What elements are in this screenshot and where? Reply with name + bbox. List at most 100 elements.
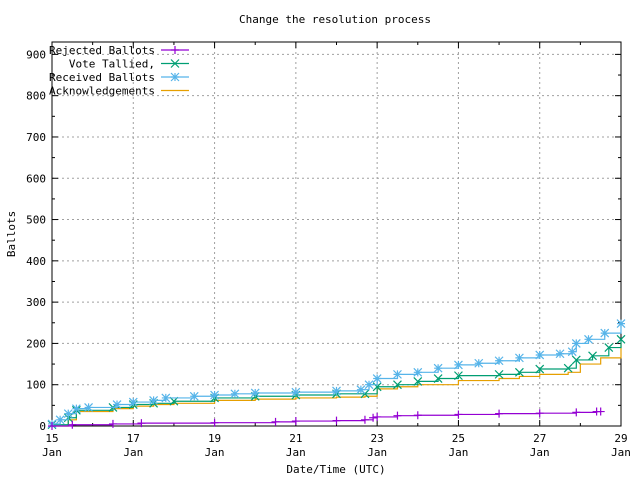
- grid: [52, 42, 621, 426]
- x-tick-label-day: 23: [371, 432, 384, 445]
- series-rejected-ballots: [48, 407, 605, 430]
- legend-label: Rejected Ballots: [49, 44, 155, 57]
- x-tick-label-day: 17: [127, 432, 140, 445]
- plus-marker: [48, 422, 56, 430]
- legend-label: Acknowledgements: [49, 85, 155, 98]
- legend-label: Vote Tallied,: [69, 58, 155, 71]
- plus-marker: [108, 419, 117, 428]
- star-marker: [356, 385, 366, 395]
- y-tick-label: 200: [26, 337, 46, 350]
- star-marker: [454, 360, 463, 370]
- x-tick-label-day: 15: [45, 432, 58, 445]
- x-tick-label-day: 25: [452, 432, 465, 445]
- x-tick-label-month: Jan: [123, 446, 143, 459]
- plus-marker: [369, 413, 378, 422]
- cross-marker: [571, 355, 581, 365]
- series-received-ballots: [47, 319, 626, 429]
- star-marker: [84, 402, 94, 412]
- plot-border: [51, 41, 622, 427]
- plus-marker: [393, 411, 402, 420]
- star-marker: [433, 363, 443, 373]
- cross-marker: [170, 59, 180, 68]
- axes: 010020030040050060070080090015Jan17Jan19…: [26, 41, 631, 459]
- series-vote-tallied: [47, 334, 626, 430]
- x-tick-label-month: Jan: [530, 446, 550, 459]
- plus-marker: [210, 418, 219, 427]
- star-marker: [189, 391, 199, 401]
- star-marker: [555, 349, 565, 359]
- plus-marker: [535, 409, 544, 418]
- star-marker: [71, 404, 81, 414]
- cross-marker: [616, 334, 626, 344]
- star-marker: [494, 356, 504, 366]
- star-marker: [413, 367, 423, 377]
- plus-marker: [137, 419, 146, 428]
- cross-marker: [563, 363, 573, 373]
- legend-label: Received Ballots: [49, 71, 155, 84]
- plus-marker: [291, 417, 300, 426]
- star-marker: [600, 328, 610, 338]
- star-marker: [474, 358, 484, 368]
- y-tick-label: 500: [26, 214, 46, 227]
- star-marker: [291, 387, 301, 397]
- y-axis-label: Ballots: [5, 211, 18, 257]
- star-marker: [161, 393, 171, 403]
- star-marker: [364, 380, 374, 390]
- x-tick-label-day: 21: [289, 432, 302, 445]
- x-tick-label-month: Jan: [286, 446, 306, 459]
- y-tick-label: 300: [26, 296, 46, 309]
- star-marker: [112, 400, 122, 409]
- series-line: [52, 410, 601, 427]
- x-tick-label-day: 27: [533, 432, 546, 445]
- star-marker: [55, 415, 65, 425]
- x-tick-label-month: Jan: [42, 446, 62, 459]
- plus-marker: [495, 409, 504, 418]
- cross-marker: [169, 396, 179, 406]
- plus-marker: [360, 415, 369, 424]
- cross-marker: [393, 380, 402, 390]
- series-group: [47, 319, 626, 430]
- plus-marker: [332, 416, 341, 425]
- plus-marker: [68, 420, 77, 429]
- plus-marker: [596, 407, 605, 416]
- x-axis-label: Date/Time (UTC): [286, 463, 385, 476]
- cross-marker: [454, 371, 463, 381]
- y-tick-label: 800: [26, 90, 46, 103]
- cross-marker: [494, 369, 504, 379]
- star-marker: [393, 369, 402, 379]
- star-marker: [210, 390, 219, 400]
- x-tick-label-month: Jan: [448, 446, 468, 459]
- plus-marker: [373, 412, 382, 421]
- star-marker: [332, 386, 341, 396]
- star-marker: [616, 319, 626, 329]
- star-marker: [170, 72, 180, 82]
- cross-marker: [372, 382, 382, 392]
- cross-marker: [604, 343, 614, 352]
- chart-title: Change the resolution process: [239, 13, 431, 26]
- cross-marker: [514, 367, 524, 377]
- y-tick-label: 900: [26, 48, 46, 61]
- y-tick-label: 100: [26, 379, 46, 392]
- plus-marker: [413, 411, 422, 420]
- y-tick-label: 600: [26, 172, 46, 185]
- y-tick-label: 700: [26, 131, 46, 144]
- x-tick-label-month: Jan: [367, 446, 387, 459]
- star-marker: [584, 334, 593, 344]
- series-line: [52, 323, 622, 425]
- star-marker: [128, 397, 138, 407]
- plus-marker: [454, 410, 463, 419]
- cross-marker: [433, 374, 443, 383]
- y-tick-label: 0: [39, 420, 46, 433]
- star-marker: [567, 347, 577, 357]
- x-tick-label-day: 29: [614, 432, 627, 445]
- star-marker: [250, 388, 260, 398]
- plus-marker: [271, 417, 280, 426]
- star-marker: [571, 338, 581, 348]
- star-marker: [372, 374, 382, 383]
- plus-marker: [171, 46, 179, 54]
- cross-marker: [588, 351, 597, 361]
- x-tick-label-day: 19: [208, 432, 221, 445]
- cross-marker: [413, 376, 423, 386]
